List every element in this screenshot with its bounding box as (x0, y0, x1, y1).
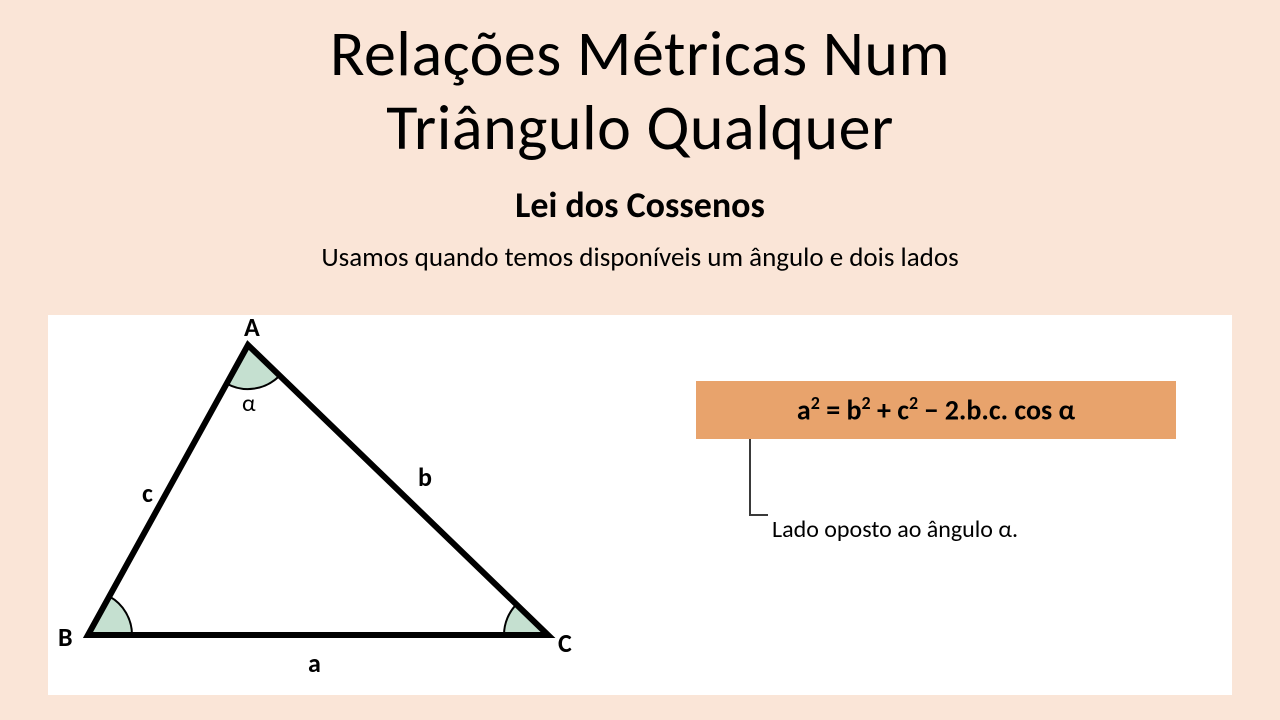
title-line-1: Relações Métricas Num (0, 18, 1280, 92)
formula-text: a2 = b2 + c2 − 2.b.c. cos α (797, 392, 1075, 427)
formula-box: a2 = b2 + c2 − 2.b.c. cos α (696, 381, 1176, 439)
formula-note: Lado oposto ao ângulo α. (772, 515, 1018, 544)
figure-area: A B C c b a α a2 = b2 + c2 − 2.b.c. cos … (48, 315, 1232, 695)
vertex-label-b: B (58, 621, 73, 653)
angle-label-alpha: α (242, 389, 256, 418)
slide-title: Relações Métricas Num Triângulo Qualquer (0, 0, 1280, 165)
title-line-2: Triângulo Qualquer (0, 92, 1280, 166)
slide-description: Usamos quando temos disponíveis um ângul… (0, 241, 1280, 274)
triangle-outline (88, 345, 548, 635)
triangle-diagram (48, 315, 608, 695)
edge-label-c: c (142, 477, 153, 509)
slide-subtitle: Lei dos Cossenos (0, 183, 1280, 227)
edge-label-a: a (308, 647, 321, 679)
vertex-label-a: A (244, 311, 260, 343)
edge-label-b: b (418, 461, 432, 493)
vertex-label-c: C (558, 627, 572, 659)
